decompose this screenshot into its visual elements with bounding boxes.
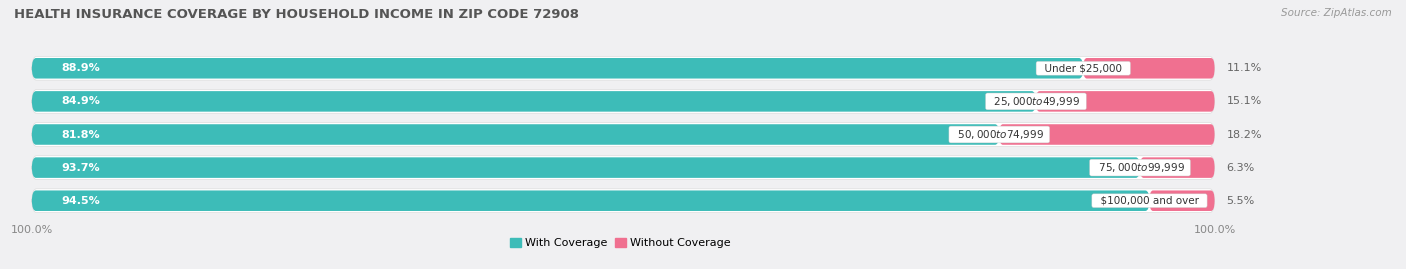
Text: Under $25,000: Under $25,000 — [1038, 63, 1129, 73]
FancyBboxPatch shape — [32, 189, 1215, 213]
FancyBboxPatch shape — [32, 90, 1215, 113]
Text: Source: ZipAtlas.com: Source: ZipAtlas.com — [1281, 8, 1392, 18]
FancyBboxPatch shape — [32, 123, 1215, 146]
Text: 15.1%: 15.1% — [1226, 96, 1261, 107]
FancyBboxPatch shape — [32, 124, 1000, 145]
Text: $25,000 to $49,999: $25,000 to $49,999 — [987, 95, 1084, 108]
FancyBboxPatch shape — [32, 190, 1150, 211]
Text: HEALTH INSURANCE COVERAGE BY HOUSEHOLD INCOME IN ZIP CODE 72908: HEALTH INSURANCE COVERAGE BY HOUSEHOLD I… — [14, 8, 579, 21]
Text: 6.3%: 6.3% — [1226, 162, 1254, 173]
FancyBboxPatch shape — [1000, 124, 1215, 145]
Text: $100,000 and over: $100,000 and over — [1094, 196, 1205, 206]
FancyBboxPatch shape — [1150, 190, 1215, 211]
FancyBboxPatch shape — [1083, 58, 1215, 79]
FancyBboxPatch shape — [32, 91, 1036, 112]
FancyBboxPatch shape — [32, 56, 1215, 80]
Text: $75,000 to $99,999: $75,000 to $99,999 — [1091, 161, 1188, 174]
FancyBboxPatch shape — [1140, 157, 1215, 178]
Text: 88.9%: 88.9% — [62, 63, 100, 73]
Text: 81.8%: 81.8% — [62, 129, 100, 140]
FancyBboxPatch shape — [32, 157, 1140, 178]
Text: 94.5%: 94.5% — [62, 196, 100, 206]
Text: 93.7%: 93.7% — [62, 162, 100, 173]
Text: $50,000 to $74,999: $50,000 to $74,999 — [950, 128, 1047, 141]
Text: 5.5%: 5.5% — [1226, 196, 1254, 206]
Legend: With Coverage, Without Coverage: With Coverage, Without Coverage — [506, 233, 735, 253]
FancyBboxPatch shape — [1036, 91, 1215, 112]
Text: 84.9%: 84.9% — [62, 96, 100, 107]
FancyBboxPatch shape — [32, 156, 1215, 179]
Text: 11.1%: 11.1% — [1226, 63, 1261, 73]
FancyBboxPatch shape — [32, 58, 1083, 79]
Text: 18.2%: 18.2% — [1226, 129, 1261, 140]
